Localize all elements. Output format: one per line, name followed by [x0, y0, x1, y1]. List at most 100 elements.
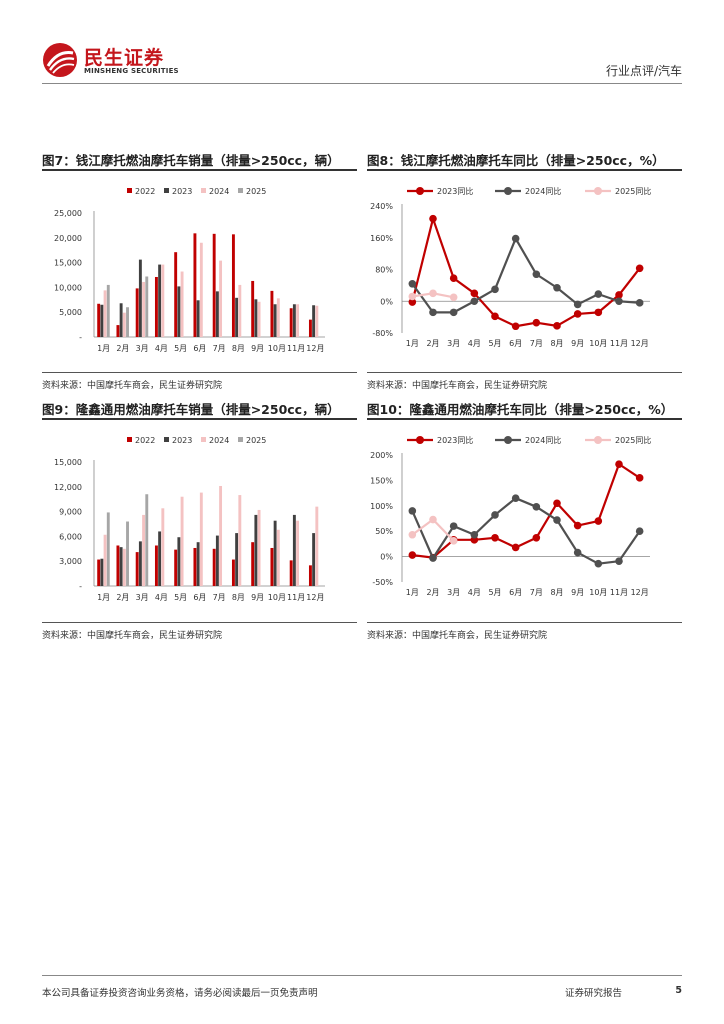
bar-2022 [212, 548, 216, 586]
bar-2024 [142, 281, 146, 337]
y-tick-label: 160% [370, 234, 393, 243]
y-tick-label: 9,000 [59, 508, 82, 517]
point-2023同比 [532, 318, 541, 327]
bar-2022 [212, 233, 216, 337]
bar-2023 [158, 531, 162, 586]
bar-2022 [97, 559, 101, 586]
x-tick-label: 1月 [406, 588, 419, 597]
point-2024同比 [615, 297, 623, 306]
x-tick-label: 1月 [97, 593, 110, 602]
bar-2023 [235, 533, 239, 586]
legend-label-2024同比: 2024同比 [525, 186, 561, 196]
x-tick-label: 7月 [530, 588, 543, 597]
bar-2022 [308, 319, 312, 337]
legend-label-2023同比: 2023同比 [437, 435, 473, 445]
y-tick-label: - [79, 333, 82, 342]
point-2025同比 [408, 292, 417, 301]
bar-2022 [193, 547, 197, 586]
bar-2022 [308, 565, 312, 586]
bar-2022 [174, 252, 178, 337]
y-tick-label: 25,000 [54, 209, 82, 218]
fig9-source-rule [42, 622, 357, 623]
point-2024同比 [491, 511, 499, 519]
series-line-2023同比 [412, 463, 641, 559]
legend-label-2022: 2022 [135, 187, 155, 196]
header-divider [42, 83, 682, 84]
fig9-title: 图9：隆鑫通用燃油摩托车销量（排量>250cc，辆） [42, 402, 340, 417]
x-tick-label: 3月 [447, 588, 460, 597]
fig8-title-rule [367, 169, 682, 171]
x-tick-label: 8月 [550, 339, 563, 348]
bar-2024 [122, 548, 126, 586]
y-tick-label: 12,000 [54, 483, 82, 492]
bar-2023 [235, 297, 239, 337]
legend-label-2023: 2023 [172, 436, 192, 445]
x-tick-label: 1月 [97, 344, 110, 353]
bar-2023 [100, 558, 104, 586]
fig9-chart: 2022 2023 2024 2025 - 3,000 6,000 9,000 12,000 15… [54, 436, 325, 602]
x-tick-label: 7月 [213, 344, 226, 353]
point-2024同比 [635, 527, 644, 535]
bar-2022 [154, 276, 158, 337]
x-tick-label: 11月 [287, 593, 305, 602]
x-tick-label: 8月 [232, 344, 245, 353]
fig9-source: 资料来源：中国摩托车商会，民生证券研究院 [42, 631, 223, 641]
point-2023同比 [594, 517, 603, 525]
bar-2023 [196, 300, 200, 337]
bar-2022 [289, 560, 293, 586]
bar-2022 [270, 290, 274, 337]
bar-2024 [296, 304, 300, 337]
point-2024同比 [553, 516, 561, 524]
fig7-source-rule [42, 372, 357, 373]
y-tick-label: 80% [375, 266, 393, 275]
point-2023同比 [615, 291, 623, 299]
point-2023同比 [635, 264, 644, 273]
y-tick-label: 240% [370, 202, 393, 211]
footer-divider [42, 975, 682, 976]
point-2023同比 [491, 534, 499, 542]
page-number: 5 [675, 985, 682, 996]
y-tick-label: - [79, 582, 82, 591]
point-2024同比 [429, 308, 437, 317]
point-2024同比 [573, 300, 582, 309]
report-category: 行业点评/汽车 [605, 64, 682, 78]
point-2025同比 [449, 537, 458, 545]
x-tick-label: 1月 [406, 339, 419, 348]
point-2023同比 [408, 551, 417, 559]
x-tick-label: 11月 [610, 339, 628, 348]
bar-2022 [135, 552, 139, 586]
fig10-source: 资料来源：中国摩托车商会，民生证券研究院 [367, 631, 548, 641]
point-2023同比 [511, 543, 520, 552]
x-tick-label: 9月 [251, 344, 264, 353]
point-2024同比 [470, 530, 479, 539]
bar-2022 [231, 234, 235, 337]
y-tick-label: 15,000 [54, 458, 82, 467]
fig10-source-rule [367, 622, 682, 623]
fig9-title-rule [42, 418, 357, 420]
bar-2024 [180, 496, 184, 586]
bar-2024 [161, 264, 165, 337]
x-tick-label: 11月 [287, 344, 305, 353]
point-2023同比 [615, 460, 623, 468]
x-tick-label: 4月 [468, 339, 481, 348]
y-tick-label: 0% [380, 297, 393, 306]
point-2023同比 [532, 534, 541, 542]
bar-2024 [238, 284, 242, 337]
legend-swatch-2022 [127, 437, 132, 442]
point-2024同比 [491, 285, 499, 294]
bar-2023 [273, 520, 277, 586]
bar-2023 [215, 535, 219, 586]
y-tick-label: -50% [372, 578, 393, 587]
point-2023同比 [470, 289, 479, 298]
fig7-chart: 2022 2023 2024 2025 - 5,000 10,000 15,000 20,000… [54, 187, 325, 353]
fig7-title: 图7：钱江摩托燃油摩托车销量（排量>250cc，辆） [42, 153, 340, 168]
x-tick-label: 3月 [136, 593, 149, 602]
y-tick-label: 200% [370, 451, 393, 460]
legend-swatch-2025 [238, 188, 243, 193]
bar-2024 [199, 492, 203, 586]
legend-swatch-2024 [201, 188, 206, 193]
point-2024同比 [553, 283, 561, 292]
bar-2024 [103, 290, 107, 337]
bar-2022 [116, 545, 120, 586]
bar-2024 [103, 534, 107, 586]
